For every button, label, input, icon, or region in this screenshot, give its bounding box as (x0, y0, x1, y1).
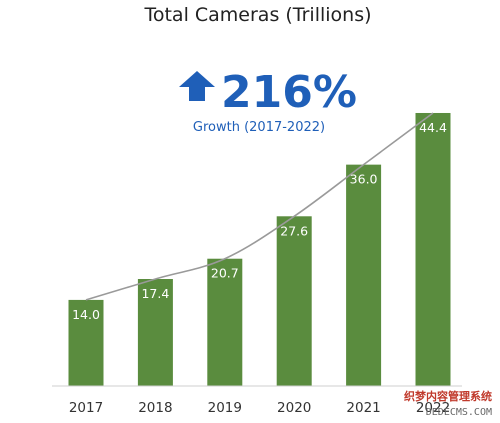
chart-title: Total Cameras (Trillions) (143, 4, 371, 26)
x-tick-label-2017: 2017 (69, 400, 103, 416)
x-tick-label-2019: 2019 (208, 400, 242, 416)
value-label-2019: 20.7 (211, 266, 239, 281)
bar-2017 (68, 299, 104, 386)
bar-2019 (207, 258, 243, 386)
bars-layer (68, 112, 451, 386)
x-tick-label-2020: 2020 (277, 400, 311, 416)
growth-callout: 216% Growth (2017-2022) (179, 67, 357, 135)
arrow-up-icon (179, 71, 215, 101)
bar-2021 (346, 164, 382, 386)
bar-2018 (137, 279, 173, 386)
watermark-line-2: DEDECMS.COM (426, 407, 492, 418)
trend-curve (85, 112, 434, 301)
bar-2020 (276, 216, 312, 386)
value-labels-layer: 14.0 17.4 20.7 27.6 36.0 44.4 (72, 120, 447, 322)
x-tick-label-2018: 2018 (138, 400, 172, 416)
value-label-2020: 27.6 (280, 223, 308, 238)
value-label-2022: 44.4 (419, 120, 447, 135)
watermark: 织梦内容管理系统 DEDECMS.COM (404, 389, 492, 418)
bar-2022 (415, 112, 451, 386)
x-tick-label-2022: 2022 (416, 400, 450, 416)
growth-percentage: 216% (221, 67, 357, 118)
value-label-2017: 14.0 (72, 307, 100, 322)
value-label-2018: 17.4 (141, 286, 169, 301)
value-label-2021: 36.0 (350, 172, 378, 187)
growth-caption: Growth (2017-2022) (193, 120, 325, 135)
x-tick-label-2021: 2021 (346, 400, 380, 416)
x-tick-labels-layer: 2017 2018 2019 2020 2021 2022 (69, 400, 450, 416)
watermark-line-1: 织梦内容管理系统 (404, 389, 492, 403)
